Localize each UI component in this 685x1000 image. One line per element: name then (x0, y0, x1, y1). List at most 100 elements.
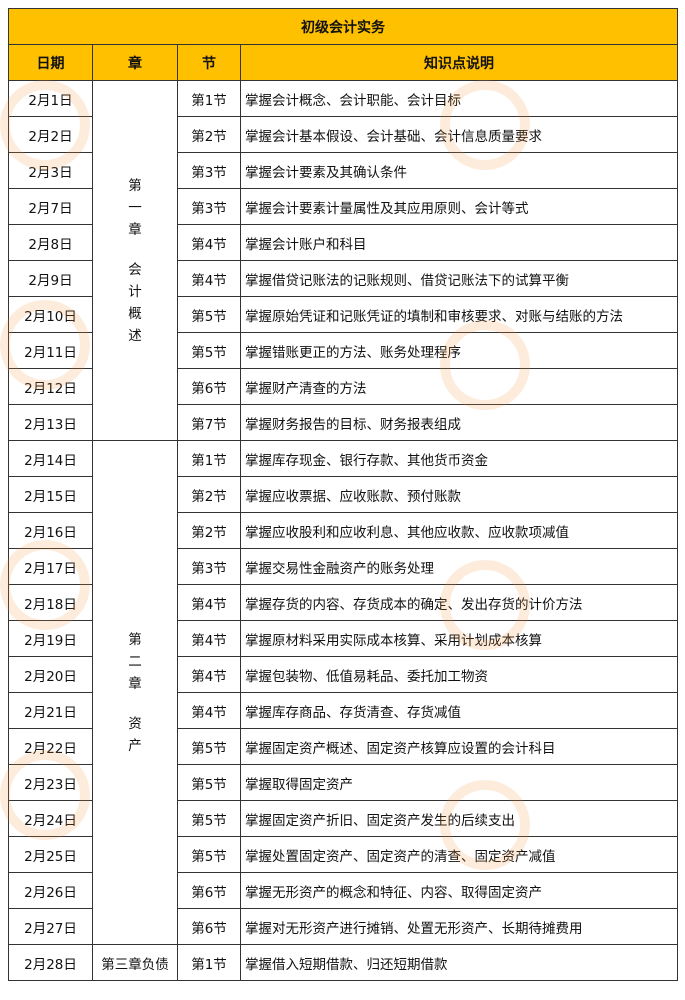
table-row: 2月14日 第二章 资产 第1节 掌握库存现金、银行存款、其他货币资金 (8, 440, 678, 945)
table-row: 2月8日 第4节 掌握会计账户和科目 (8, 224, 678, 261)
date-cell: 2月10日 (8, 296, 93, 333)
description-cell: 掌握应收票据、应收账款、预付账款 (240, 476, 678, 513)
section-cell: 第5节 (177, 764, 241, 801)
chapter-number: 第二章 (128, 631, 142, 692)
section-cell: 第7节 (177, 404, 241, 441)
description-cell: 掌握借贷记账法的记账规则、借贷记账法下的试算平衡 (240, 260, 678, 297)
description-cell: 掌握财务报告的目标、财务报表组成 (240, 404, 678, 441)
section-cell: 第5节 (177, 296, 241, 333)
description-cell: 掌握处置固定资产、固定资产的清查、固定资产减值 (240, 836, 678, 873)
table-row: 2月9日 第4节 掌握借贷记账法的记账规则、借贷记账法下的试算平衡 (8, 260, 678, 297)
section-cell: 第4节 (177, 584, 241, 621)
date-cell: 2月24日 (8, 800, 93, 837)
description-cell: 掌握财产清查的方法 (240, 368, 678, 405)
description-cell: 掌握包装物、低值易耗品、委托加工物资 (240, 656, 678, 693)
date-cell: 2月26日 (8, 872, 93, 909)
description-cell: 掌握会计要素及其确认条件 (240, 152, 678, 189)
section-cell: 第1节 (177, 80, 241, 117)
section-cell: 第6节 (177, 908, 241, 945)
table-row: 2月28日 第三章负债 第1节 掌握借入短期借款、归还短期借款 (8, 944, 678, 981)
section-cell: 第6节 (177, 368, 241, 405)
chapter-cell: 第二章 资产 (92, 440, 178, 945)
table-row: 2月2日 第2节 掌握会计基本假设、会计基础、会计信息质量要求 (8, 116, 678, 153)
description-cell: 掌握会计账户和科目 (240, 224, 678, 261)
description-cell: 掌握固定资产折旧、固定资产发生的后续支出 (240, 800, 678, 837)
table-row: 2月11日 第5节 掌握错账更正的方法、账务处理程序 (8, 332, 678, 369)
date-cell: 2月17日 (8, 548, 93, 585)
date-cell: 2月8日 (8, 224, 93, 261)
date-cell: 2月22日 (8, 728, 93, 765)
chapter-cell: 第三章负债 (92, 944, 178, 981)
description-cell: 掌握存货的内容、存货成本的确定、发出存货的计价方法 (240, 584, 678, 621)
description-cell: 掌握取得固定资产 (240, 764, 678, 801)
chapter-name: 资产 (128, 715, 142, 754)
section-cell: 第6节 (177, 872, 241, 909)
table-row: 2月13日 第7节 掌握财务报告的目标、财务报表组成 (8, 404, 678, 441)
header-section: 节 (177, 44, 241, 81)
table-row: 2月16日 第2节 掌握应收股利和应收利息、其他应收款、应收款项减值 (8, 512, 678, 549)
date-cell: 2月25日 (8, 836, 93, 873)
chapter-cell: 第一章 会计概述 (92, 80, 178, 441)
section-cell: 第5节 (177, 332, 241, 369)
schedule-table: 初级会计实务 日期 章 节 知识点说明 2月1日 第一章 会计概述 第1节 掌握会计概念… (8, 8, 678, 981)
date-cell: 2月7日 (8, 188, 93, 225)
section-cell: 第2节 (177, 512, 241, 549)
description-cell: 掌握会计概念、会计职能、会计目标 (240, 80, 678, 117)
description-cell: 掌握会计基本假设、会计基础、会计信息质量要求 (240, 116, 678, 153)
description-cell: 掌握对无形资产进行摊销、处置无形资产、长期待摊费用 (240, 908, 678, 945)
section-cell: 第1节 (177, 944, 241, 981)
description-cell: 掌握固定资产概述、固定资产核算应设置的会计科目 (240, 728, 678, 765)
table-row: 2月7日 第3节 掌握会计要素计量属性及其应用原则、会计等式 (8, 188, 678, 225)
chapter-name: 会计概述 (128, 261, 142, 344)
date-cell: 2月12日 (8, 368, 93, 405)
table-row: 2月27日 第6节 掌握对无形资产进行摊销、处置无形资产、长期待摊费用 (8, 908, 678, 945)
table-row: 2月26日 第6节 掌握无形资产的概念和特征、内容、取得固定资产 (8, 872, 678, 909)
table-title: 初级会计实务 (8, 8, 678, 45)
header-chapter: 章 (92, 44, 178, 81)
date-cell: 2月23日 (8, 764, 93, 801)
date-cell: 2月16日 (8, 512, 93, 549)
table-row: 2月12日 第6节 掌握财产清查的方法 (8, 368, 678, 405)
section-cell: 第4节 (177, 656, 241, 693)
table-row: 2月20日 第4节 掌握包装物、低值易耗品、委托加工物资 (8, 656, 678, 693)
date-cell: 2月28日 (8, 944, 93, 981)
section-cell: 第3节 (177, 152, 241, 189)
date-cell: 2月14日 (8, 440, 93, 477)
description-cell: 掌握借入短期借款、归还短期借款 (240, 944, 678, 981)
table-row: 2月15日 第2节 掌握应收票据、应收账款、预付账款 (8, 476, 678, 513)
section-cell: 第2节 (177, 116, 241, 153)
description-cell: 掌握库存商品、存货清查、存货减值 (240, 692, 678, 729)
table-row: 2月17日 第3节 掌握交易性金融资产的账务处理 (8, 548, 678, 585)
chapter-number: 第一章 (128, 177, 142, 238)
table-row: 2月21日 第4节 掌握库存商品、存货清查、存货减值 (8, 692, 678, 729)
section-cell: 第5节 (177, 836, 241, 873)
section-cell: 第5节 (177, 800, 241, 837)
date-cell: 2月27日 (8, 908, 93, 945)
date-cell: 2月2日 (8, 116, 93, 153)
description-cell: 掌握无形资产的概念和特征、内容、取得固定资产 (240, 872, 678, 909)
table-row: 2月1日 第一章 会计概述 第1节 掌握会计概念、会计职能、会计目标 (8, 80, 678, 441)
description-cell: 掌握错账更正的方法、账务处理程序 (240, 332, 678, 369)
description-cell: 掌握原始凭证和记账凭证的填制和审核要求、对账与结账的方法 (240, 296, 678, 333)
description-cell: 掌握库存现金、银行存款、其他货币资金 (240, 440, 678, 477)
date-cell: 2月13日 (8, 404, 93, 441)
table-row: 2月24日 第5节 掌握固定资产折旧、固定资产发生的后续支出 (8, 800, 678, 837)
date-cell: 2月3日 (8, 152, 93, 189)
section-cell: 第1节 (177, 440, 241, 477)
header-date: 日期 (8, 44, 93, 81)
date-cell: 2月18日 (8, 584, 93, 621)
date-cell: 2月11日 (8, 332, 93, 369)
date-cell: 2月19日 (8, 620, 93, 657)
section-cell: 第5节 (177, 728, 241, 765)
section-cell: 第4节 (177, 224, 241, 261)
description-cell: 掌握应收股利和应收利息、其他应收款、应收款项减值 (240, 512, 678, 549)
section-cell: 第4节 (177, 620, 241, 657)
date-cell: 2月9日 (8, 260, 93, 297)
table-row: 2月3日 第3节 掌握会计要素及其确认条件 (8, 152, 678, 189)
description-cell: 掌握原材料采用实际成本核算、采用计划成本核算 (240, 620, 678, 657)
date-cell: 2月20日 (8, 656, 93, 693)
table-row: 2月22日 第5节 掌握固定资产概述、固定资产核算应设置的会计科目 (8, 728, 678, 765)
section-cell: 第3节 (177, 548, 241, 585)
section-cell: 第2节 (177, 476, 241, 513)
date-cell: 2月1日 (8, 80, 93, 117)
